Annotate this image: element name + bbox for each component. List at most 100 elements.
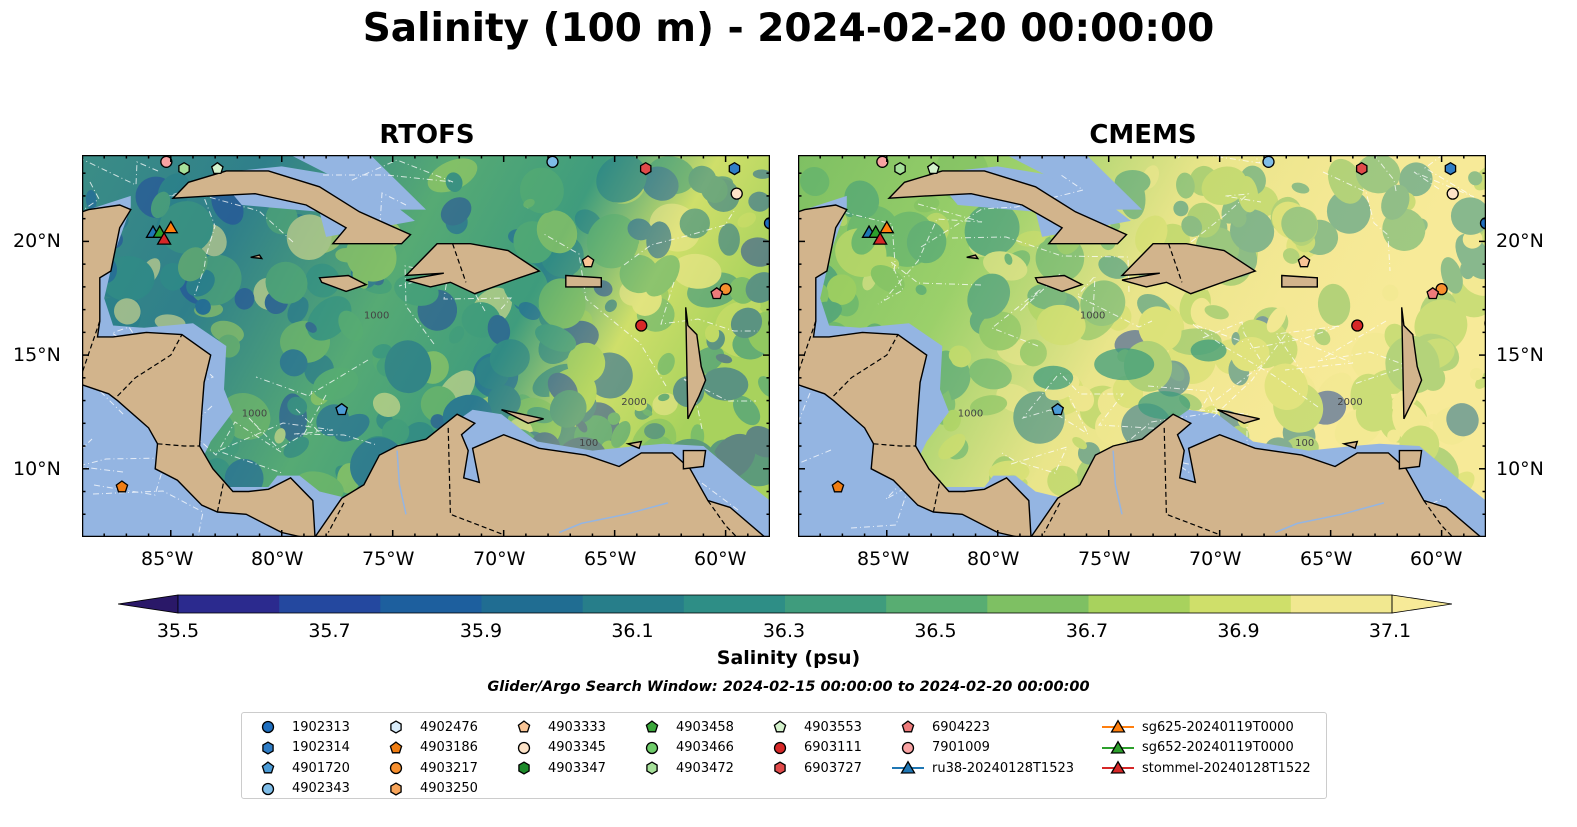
lat-label-15n-right: 15°N <box>1496 344 1544 366</box>
land-puertoRico <box>565 274 602 288</box>
legend-item: 1902314 <box>248 738 350 759</box>
legend-shape <box>901 720 915 733</box>
float-marker-1902314 <box>1444 161 1457 176</box>
rtofs-salinity-map: 1000 2000 1000 100 <box>82 155 770 537</box>
axis-ticks <box>798 155 1486 537</box>
legend-label: 7901009 <box>932 740 990 756</box>
legend-label: 1902314 <box>292 740 350 756</box>
legend-shape <box>261 721 275 734</box>
legend-triangle <box>1110 760 1126 774</box>
legend-marker-icon <box>517 720 531 733</box>
legend-item: 4901720 <box>248 758 350 779</box>
legend-item: 4903553 <box>760 717 862 738</box>
legend-shape <box>261 782 275 795</box>
float-marker-6903111 <box>1351 319 1364 332</box>
float-marker-4903186 <box>115 480 129 493</box>
legend-item: 4902476 <box>376 717 478 738</box>
legend-item: 4902343 <box>248 779 350 800</box>
float-marker-4903345 <box>730 187 743 200</box>
colorbar-segment <box>380 595 483 613</box>
cmems-panel-title: CMEMS <box>1089 120 1197 150</box>
glider-marker-sg625 <box>163 220 179 234</box>
float-marker-4901720 <box>335 402 349 416</box>
country-borders <box>82 243 738 537</box>
legend-shape <box>261 761 275 774</box>
legend-shape <box>389 762 403 775</box>
legend-shape <box>518 761 530 775</box>
lon-label-70w: 70°W <box>473 548 526 570</box>
legend-shape <box>645 720 659 733</box>
contour-label: 1000 <box>242 409 267 420</box>
float-marker-1902313 <box>1479 217 1486 230</box>
float-marker-4902343 <box>1262 155 1275 168</box>
land-trinidad <box>1398 449 1423 470</box>
shelf-region <box>1006 155 1142 210</box>
salinity-colorbar <box>118 594 1452 614</box>
fresh-pool <box>1033 339 1227 420</box>
legend-marker-icon <box>774 761 786 775</box>
legend-marker-icon <box>261 782 275 795</box>
lon-label-75w: 75°W <box>362 548 415 570</box>
legend-column: 6904223 7901009 ru38-20240128T1523 <box>888 717 1074 779</box>
colorbar-segment <box>481 595 584 613</box>
lon-label-70w-right: 70°W <box>1189 548 1242 570</box>
figure-title: Salinity (100 m) - 2024-02-20 00:00:00 <box>362 6 1215 51</box>
colorbar-segment <box>178 595 280 613</box>
land-jamaica <box>1034 274 1084 293</box>
shelf-region <box>290 155 426 210</box>
lon-label-60w: 60°W <box>694 548 747 570</box>
colorbar-segment <box>1189 595 1292 613</box>
colorbar-low-extend <box>118 594 179 614</box>
legend-marker-icon <box>892 760 924 774</box>
legend-label: 4903250 <box>420 781 478 797</box>
legend-label: 4901720 <box>292 760 350 776</box>
legend-item: sg652-20240119T0000 <box>1098 738 1311 759</box>
colorbar-tick-label: 36.3 <box>762 620 806 642</box>
float-marker-4903345 <box>1446 187 1459 200</box>
legend-item: 1902313 <box>248 717 350 738</box>
legend-shape <box>389 741 403 754</box>
land-cayman <box>966 254 980 260</box>
legend-shape <box>901 741 915 754</box>
legend-item: ru38-20240128T1523 <box>888 758 1074 779</box>
legend-item: 4903186 <box>376 738 478 759</box>
legend-shape <box>646 761 658 775</box>
land-antilles <box>685 307 707 420</box>
legend-item: 4903345 <box>504 738 606 759</box>
lat-label-20n-right: 20°N <box>1496 230 1544 252</box>
map-frame <box>82 155 770 537</box>
legend-label: 4902343 <box>292 781 350 797</box>
land-jamaica <box>318 274 368 293</box>
legend-marker-icon <box>389 762 403 775</box>
legend-triangle <box>1110 740 1126 754</box>
legend-marker-icon <box>901 720 915 733</box>
legend-marker-icon <box>390 782 402 796</box>
float-marker-6904223 <box>1426 286 1440 300</box>
colorbar-tick-label: 35.9 <box>459 620 503 642</box>
float-marker-4903472 <box>178 161 190 176</box>
contour-label: 2000 <box>621 397 646 408</box>
legend-shape <box>774 761 786 775</box>
contour-label: 100 <box>579 438 598 449</box>
legend-label: 4903345 <box>548 740 606 756</box>
lon-label-60w-right: 60°W <box>1410 548 1463 570</box>
rivers <box>1112 450 1385 534</box>
legend-item: 6903727 <box>760 758 862 779</box>
legend-label: 6903111 <box>804 740 862 756</box>
lat-label-15n: 15°N <box>13 344 61 366</box>
legend-item: 4903472 <box>632 758 734 779</box>
legend-shape <box>517 720 531 733</box>
land-southAmerica <box>82 413 770 537</box>
legend-label: 4903347 <box>548 760 606 776</box>
float-marker-4903333 <box>1297 255 1311 268</box>
float-marker-4901720 <box>1051 402 1065 416</box>
search-window-text: Glider/Argo Search Window: 2024-02-15 00… <box>487 679 1090 695</box>
legend-label: 4903458 <box>676 719 734 735</box>
colorbar-tick-label: 36.7 <box>1065 620 1109 642</box>
legend-label: ru38-20240128T1523 <box>932 760 1075 776</box>
legend-marker-icon <box>261 761 275 774</box>
float-marker-4903553 <box>210 161 224 175</box>
legend-marker-icon <box>390 720 402 734</box>
legend-shape <box>773 720 787 733</box>
colorbar-segment <box>1088 595 1191 613</box>
